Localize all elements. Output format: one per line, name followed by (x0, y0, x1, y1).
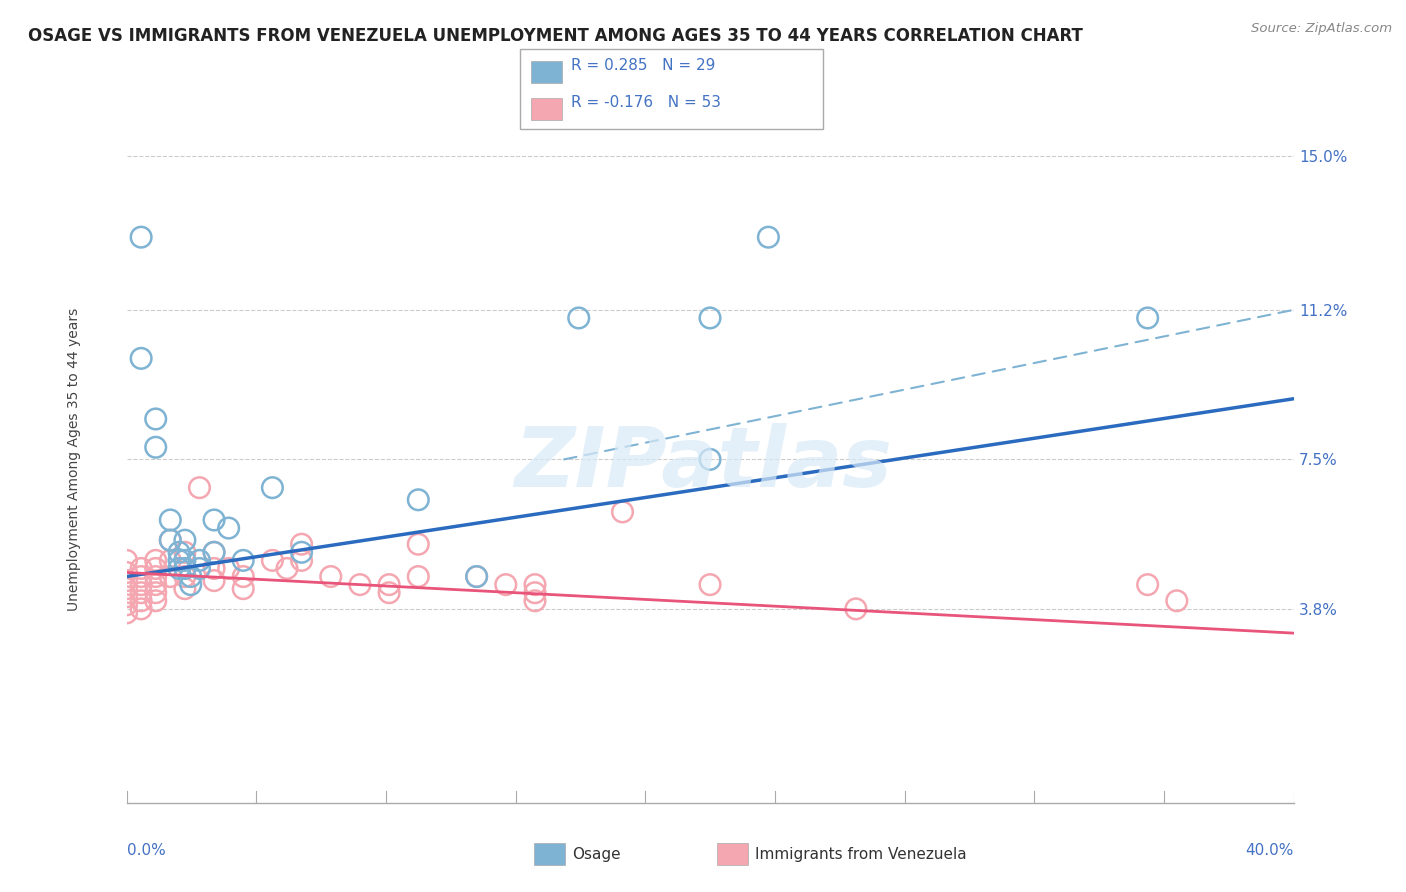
Point (167, 553, 190, 567)
Point (699, 577, 721, 591)
Text: 0.0%: 0.0% (127, 843, 166, 858)
Point (1136, 577, 1159, 591)
Point (465, 569, 488, 583)
Text: R = -0.176   N = 53: R = -0.176 N = 53 (571, 95, 721, 111)
Point (129, 569, 152, 583)
Point (129, 561, 152, 575)
Point (115, 553, 138, 567)
Text: Source: ZipAtlas.com: Source: ZipAtlas.com (1251, 22, 1392, 36)
Point (145, 594, 167, 608)
Point (408, 569, 430, 583)
Point (115, 566, 138, 580)
Point (129, 602, 152, 616)
Point (524, 594, 547, 608)
Point (159, 513, 181, 527)
Point (1136, 310, 1159, 325)
Point (159, 569, 181, 583)
Point (115, 598, 138, 612)
Point (232, 569, 254, 583)
Point (167, 545, 190, 559)
Point (145, 577, 167, 591)
Point (699, 452, 721, 467)
Point (232, 582, 254, 596)
Point (174, 569, 197, 583)
Point (167, 561, 190, 575)
Point (262, 553, 284, 567)
Point (159, 533, 181, 548)
Point (378, 585, 401, 599)
Point (408, 492, 430, 507)
Point (129, 351, 152, 366)
Point (129, 594, 152, 608)
Point (290, 537, 312, 551)
Point (115, 574, 138, 588)
Point (129, 585, 152, 599)
Point (699, 310, 721, 325)
Text: 40.0%: 40.0% (1246, 843, 1294, 858)
Point (232, 553, 254, 567)
Point (188, 553, 211, 567)
Point (568, 310, 591, 325)
Point (174, 545, 197, 559)
Point (845, 602, 868, 616)
Point (218, 561, 240, 575)
Text: Immigrants from Venezuela: Immigrants from Venezuela (755, 847, 967, 862)
Text: Osage: Osage (572, 847, 621, 862)
Point (174, 582, 197, 596)
Point (202, 574, 225, 588)
Point (188, 481, 211, 495)
Point (180, 577, 202, 591)
Point (349, 577, 371, 591)
Point (495, 577, 517, 591)
Point (290, 545, 312, 559)
Point (145, 440, 167, 454)
Point (202, 513, 225, 527)
Point (174, 553, 197, 567)
Point (218, 521, 240, 535)
Text: OSAGE VS IMMIGRANTS FROM VENEZUELA UNEMPLOYMENT AMONG AGES 35 TO 44 YEARS CORREL: OSAGE VS IMMIGRANTS FROM VENEZUELA UNEMP… (28, 27, 1083, 45)
Point (524, 577, 547, 591)
Point (159, 533, 181, 548)
Point (174, 561, 197, 575)
Point (202, 545, 225, 559)
Point (756, 230, 779, 244)
Point (174, 533, 197, 548)
Point (262, 481, 284, 495)
Point (408, 537, 430, 551)
Point (115, 606, 138, 620)
Point (180, 569, 202, 583)
Point (115, 590, 138, 604)
Point (145, 553, 167, 567)
Point (612, 505, 634, 519)
Point (145, 412, 167, 426)
Point (290, 553, 312, 567)
Point (145, 569, 167, 583)
Point (129, 577, 152, 591)
Point (202, 561, 225, 575)
Point (188, 561, 211, 575)
Point (145, 585, 167, 599)
Point (174, 561, 197, 575)
Point (378, 577, 401, 591)
Point (524, 585, 547, 599)
Text: R = 0.285   N = 29: R = 0.285 N = 29 (571, 58, 716, 73)
Point (465, 569, 488, 583)
Point (1166, 594, 1188, 608)
Point (145, 561, 167, 575)
Point (115, 582, 138, 596)
Point (276, 561, 298, 575)
Point (129, 230, 152, 244)
Point (202, 545, 225, 559)
Text: Unemployment Among Ages 35 to 44 years: Unemployment Among Ages 35 to 44 years (67, 308, 82, 611)
Point (159, 553, 181, 567)
Point (319, 569, 342, 583)
Text: ZIPatlas: ZIPatlas (515, 424, 891, 504)
